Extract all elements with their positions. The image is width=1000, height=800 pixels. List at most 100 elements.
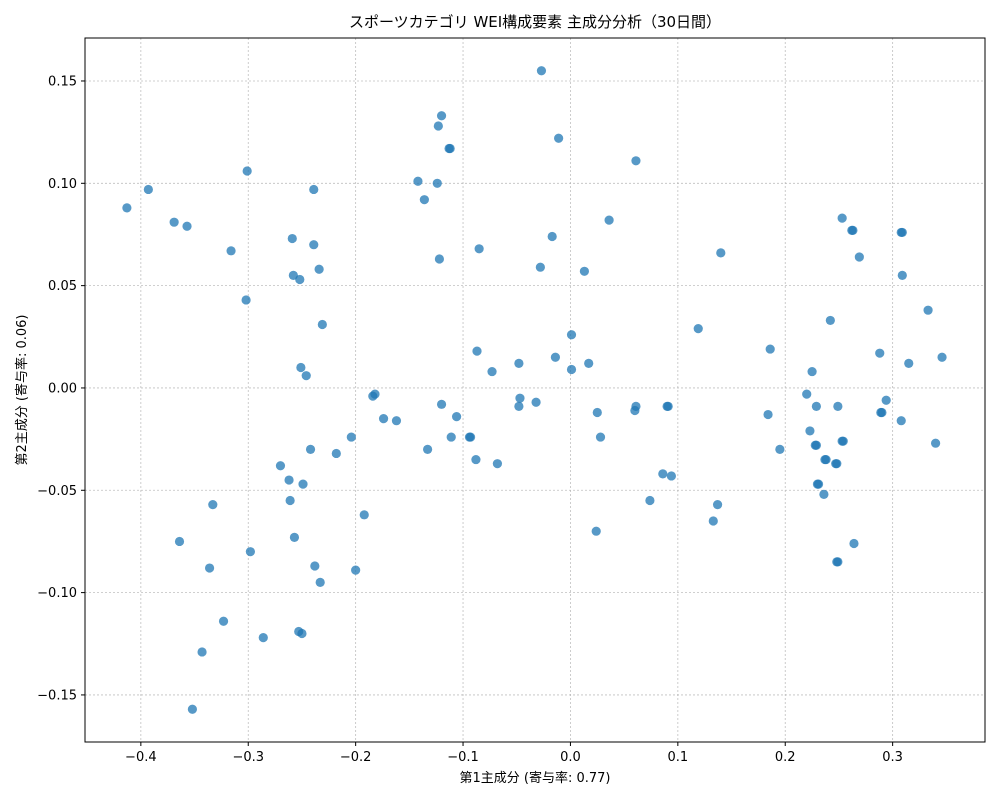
- data-point: [471, 454, 481, 465]
- data-point: [492, 459, 503, 469]
- data-points: [122, 66, 947, 714]
- data-point: [472, 346, 482, 356]
- data-point: [301, 371, 311, 381]
- data-point: [436, 399, 447, 409]
- data-point: [645, 495, 655, 506]
- data-point: [143, 184, 153, 195]
- data-point: [413, 176, 423, 186]
- chart-title: スポーツカテゴリ WEI構成要素 主成分分析（30日間）: [349, 13, 721, 31]
- data-point: [566, 364, 577, 375]
- data-point: [811, 440, 821, 450]
- y-tick-label: 0.15: [48, 74, 77, 89]
- data-point: [821, 454, 831, 465]
- data-point: [218, 616, 229, 626]
- data-point: [631, 156, 641, 166]
- data-point: [819, 489, 829, 499]
- data-point: [550, 352, 561, 362]
- data-point: [487, 366, 497, 377]
- y-axis-title: 第2主成分 (寄与率: 0.06): [14, 314, 30, 465]
- data-point: [666, 471, 676, 481]
- data-point: [515, 393, 525, 403]
- data-point: [297, 628, 307, 639]
- x-tick-label: −0.3: [232, 750, 264, 765]
- data-point: [315, 577, 325, 587]
- data-point: [258, 633, 268, 643]
- data-point: [446, 432, 456, 442]
- data-point: [289, 532, 300, 542]
- data-point: [174, 536, 185, 547]
- data-point: [514, 401, 524, 411]
- data-point: [204, 563, 215, 573]
- data-point: [765, 344, 775, 354]
- data-point: [208, 500, 218, 510]
- data-point: [547, 231, 557, 242]
- data-point: [241, 295, 251, 305]
- data-point: [122, 203, 132, 213]
- data-point: [445, 143, 455, 154]
- data-point: [877, 407, 887, 418]
- data-point: [930, 438, 941, 448]
- data-point: [305, 444, 316, 454]
- data-point: [419, 195, 429, 205]
- data-point: [535, 262, 545, 272]
- x-tick-label: −0.2: [340, 750, 372, 765]
- data-point: [716, 248, 726, 258]
- data-point: [474, 244, 484, 254]
- x-tick-label: 0.1: [667, 750, 688, 765]
- data-point: [317, 319, 327, 330]
- data-point: [811, 401, 821, 411]
- data-point: [805, 426, 815, 436]
- data-point: [854, 252, 864, 262]
- data-point: [531, 397, 541, 407]
- data-point: [275, 461, 286, 471]
- data-point: [285, 495, 295, 506]
- data-point: [351, 565, 361, 575]
- data-point: [359, 510, 369, 520]
- data-point: [370, 389, 380, 399]
- data-point: [391, 416, 402, 426]
- data-point: [432, 178, 442, 188]
- data-point: [813, 479, 824, 489]
- data-point: [287, 233, 297, 244]
- data-point: [514, 358, 524, 368]
- data-point: [937, 352, 947, 362]
- plot-frame: [84, 37, 986, 743]
- data-point: [693, 324, 703, 334]
- data-point: [296, 362, 306, 373]
- data-point: [433, 121, 443, 131]
- x-tick-label: −0.4: [125, 750, 157, 765]
- data-point: [584, 358, 594, 368]
- data-point: [346, 432, 356, 442]
- x-axis-title: 第1主成分 (寄与率: 0.77): [459, 770, 610, 786]
- data-point: [169, 217, 179, 227]
- data-point: [832, 459, 842, 469]
- data-point: [423, 444, 433, 454]
- data-point: [896, 416, 906, 426]
- data-point: [298, 479, 308, 489]
- data-point: [309, 184, 319, 195]
- data-point: [436, 111, 447, 121]
- data-point: [897, 227, 907, 238]
- data-point: [763, 409, 773, 420]
- data-point: [182, 221, 192, 231]
- data-point: [309, 240, 319, 250]
- data-point: [631, 401, 641, 411]
- data-point: [881, 395, 891, 405]
- data-point: [284, 475, 294, 485]
- data-point: [775, 444, 785, 454]
- data-point: [591, 526, 601, 536]
- data-point: [897, 270, 907, 280]
- data-point: [848, 225, 858, 235]
- data-point: [434, 254, 445, 264]
- data-point: [825, 315, 835, 326]
- data-point: [604, 215, 614, 225]
- y-tick-label: 0.10: [48, 177, 77, 192]
- data-point: [245, 547, 255, 557]
- data-point: [833, 401, 843, 411]
- data-point: [378, 414, 389, 424]
- data-point: [849, 538, 859, 549]
- data-point: [331, 448, 341, 459]
- grid: [85, 38, 985, 742]
- x-tick-label: 0.0: [560, 750, 581, 765]
